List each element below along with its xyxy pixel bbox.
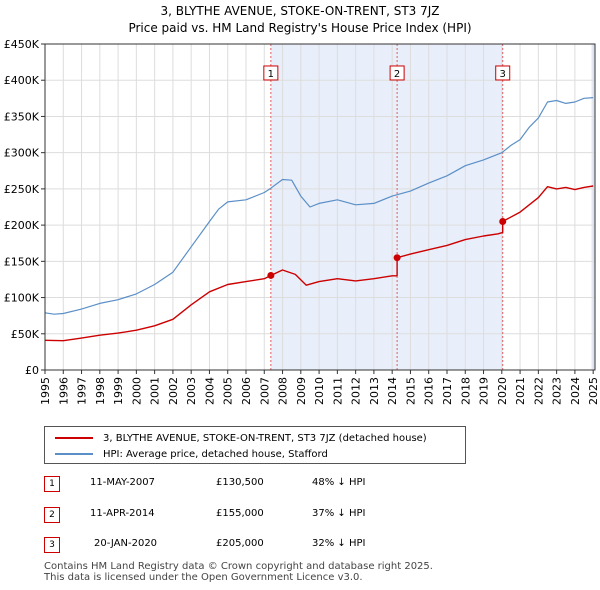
price-chart: £0 £50K £100K £150K £200K £250K £300K £350K £400…	[4, 38, 600, 405]
y-tick-label: £450K	[4, 38, 40, 51]
transaction-row: 1 11-MAY-2007 £130,500 48% ↓ HPI	[44, 476, 444, 492]
chart-subtitle: Price paid vs. HM Land Registry's House …	[128, 21, 472, 35]
legend-item-property: 3, BLYTHE AVENUE, STOKE-ON-TRENT, ST3 7J…	[55, 431, 427, 445]
transaction-price: £155,000	[216, 508, 264, 519]
plot-frame	[44, 43, 596, 371]
legend-item-hpi: HPI: Average price, detached house, Staf…	[55, 447, 328, 461]
x-tick-label: 2021	[514, 377, 527, 405]
sale-marker-label: 3	[500, 69, 506, 80]
sale-point	[393, 254, 401, 262]
sale-point	[267, 271, 275, 279]
legend-line-property	[55, 437, 93, 439]
sale-marker-label: 1	[268, 69, 274, 80]
shaded-range	[397, 44, 503, 370]
x-tick-label: 2019	[478, 377, 491, 405]
y-tick-label: £400K	[4, 74, 40, 87]
y-tick-label: £250K	[4, 183, 40, 196]
x-tick-label: 2003	[185, 377, 198, 405]
transaction-date: 11-MAY-2007	[90, 477, 156, 488]
transaction-date: 20-JAN-2020	[94, 538, 158, 549]
x-tick-label: 2015	[404, 377, 417, 405]
chart-title: 3, BLYTHE AVENUE, STOKE-ON-TRENT, ST3 7J…	[160, 4, 440, 18]
x-tick-label: 2002	[167, 377, 180, 405]
x-tick-label: 1995	[39, 377, 52, 405]
x-tick-label: 2007	[258, 377, 271, 405]
x-tick-label: 2018	[459, 377, 472, 405]
transaction-row: 2 11-APR-2014 £155,000 37% ↓ HPI	[44, 507, 444, 523]
sale-marker-box	[263, 65, 279, 81]
chart-legend: 3, BLYTHE AVENUE, STOKE-ON-TRENT, ST3 7J…	[44, 426, 466, 464]
x-tick-label: 2023	[551, 377, 564, 405]
x-tick-label: 2011	[331, 377, 344, 405]
y-tick-label: £300K	[4, 147, 40, 160]
x-tick-label: 2009	[295, 377, 308, 405]
x-tick-label: 1997	[76, 377, 89, 405]
x-tick-label: 2016	[423, 377, 436, 405]
transaction-hpi: 37% ↓ HPI	[312, 508, 366, 519]
y-tick-label: £350K	[4, 110, 40, 123]
shaded-range	[270, 44, 398, 370]
sale-marker-label: 2	[394, 69, 400, 80]
transaction-hpi: 32% ↓ HPI	[312, 538, 366, 549]
y-tick-label: £0	[25, 364, 39, 377]
y-tick-label: £150K	[4, 255, 40, 268]
legend-label-hpi: HPI: Average price, detached house, Staf…	[103, 448, 328, 460]
sale-point	[499, 217, 507, 225]
x-tick-label: 2014	[386, 377, 399, 405]
y-tick-label: £50K	[11, 328, 40, 341]
footer-attribution: Contains HM Land Registry data © Crown c…	[44, 561, 433, 583]
x-tick-label: 2004	[203, 377, 216, 405]
x-tick-label: 2010	[313, 377, 326, 405]
footer-line-1: Contains HM Land Registry data © Crown c…	[44, 561, 433, 572]
transaction-badge: 2	[44, 507, 60, 523]
x-tick-label: 2001	[149, 377, 162, 405]
x-tick-label: 2020	[496, 377, 509, 405]
transaction-price: £205,000	[216, 538, 264, 549]
x-tick-label: 2022	[532, 377, 545, 405]
x-tick-label: 2013	[368, 377, 381, 405]
x-tick-label: 1996	[57, 377, 70, 405]
y-tick-label: £100K	[4, 292, 40, 305]
x-tick-label: 1999	[112, 377, 125, 405]
sale-marker-box	[495, 65, 511, 81]
x-tick-label: 2006	[240, 377, 253, 405]
transaction-price: £130,500	[216, 477, 264, 488]
footer-line-2: This data is licensed under the Open Gov…	[44, 572, 363, 583]
hpi-series-line	[44, 97, 594, 315]
transaction-badge: 1	[44, 476, 60, 492]
transaction-row: 3 20-JAN-2020 £205,000 32% ↓ HPI	[44, 537, 444, 553]
transaction-date: 11-APR-2014	[90, 508, 155, 519]
x-tick-label: 2017	[441, 377, 454, 405]
transaction-badge: 3	[44, 537, 60, 553]
x-tick-label: 2012	[350, 377, 363, 405]
sale-marker-box	[389, 65, 405, 81]
property-series-line	[44, 185, 594, 342]
x-tick-label: 2008	[277, 377, 290, 405]
y-tick-label: £200K	[4, 219, 40, 232]
x-tick-label: 2024	[569, 377, 582, 405]
x-tick-label: 2005	[222, 377, 235, 405]
x-tick-label: 1998	[94, 377, 107, 405]
x-tick-label: 2000	[130, 377, 143, 405]
x-tick-label: 2025	[587, 377, 600, 405]
legend-line-hpi	[55, 453, 93, 455]
legend-label-property: 3, BLYTHE AVENUE, STOKE-ON-TRENT, ST3 7J…	[103, 432, 427, 444]
transaction-hpi: 48% ↓ HPI	[312, 477, 366, 488]
